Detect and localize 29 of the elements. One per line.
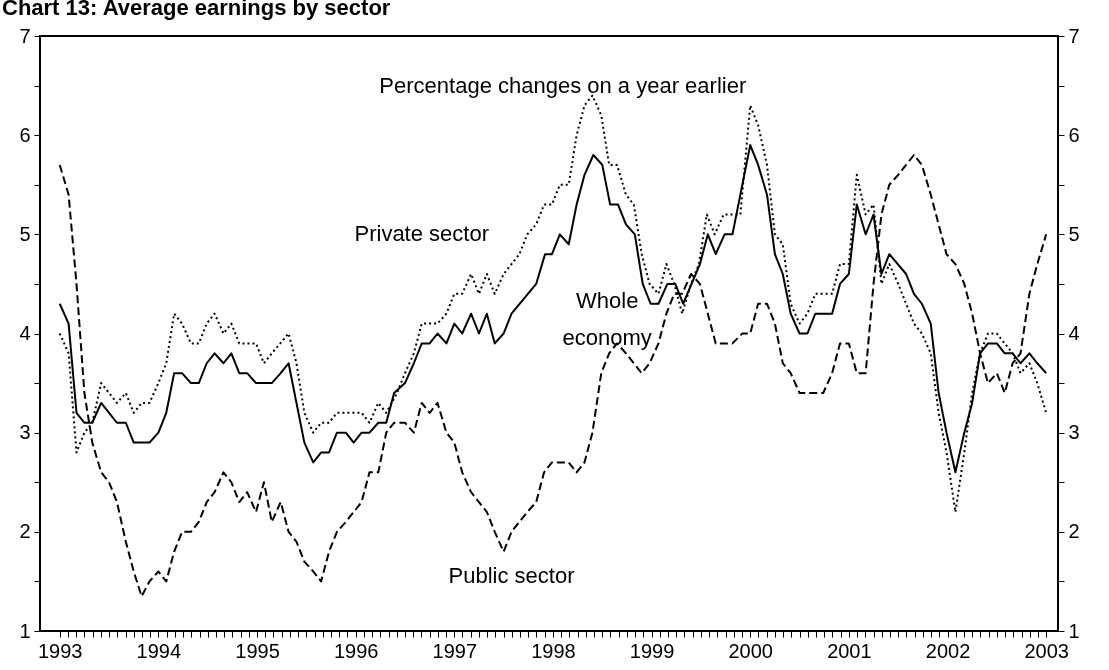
y-tick-label: 3 [19,421,31,444]
x-tick-label: 2002 [925,639,971,662]
y2-tick-label: 3 [1068,421,1080,444]
y-tick-label: 6 [19,123,31,146]
x-tick-label: 1998 [531,639,576,662]
y2-tick-label: 6 [1068,123,1080,146]
y2-tick-label: 5 [1068,222,1080,245]
text: Percentage changes on a year earlier [379,72,747,98]
y2-tick-label: 2 [1068,520,1080,543]
y-tick-label: 1 [19,619,31,642]
y2-tick-label: 7 [1068,24,1080,47]
y-tick-label: 4 [19,322,31,344]
x-tick-label: 1995 [235,639,280,662]
x-tick-label: 1993 [37,639,83,662]
x-tick-label: 1996 [333,639,379,662]
x-tick-label: 1994 [136,639,182,662]
x-tick-label: 1997 [432,639,478,662]
y-tick-label: 2 [19,520,31,543]
series-label: Public sector [448,563,575,589]
x-tick-label: 2001 [827,639,872,662]
y2-tick-label: 4 [1068,322,1080,344]
x-tick-label: 2003 [1024,639,1069,662]
x-tick-label: 1999 [629,639,675,662]
series-label: Whole economy [562,287,652,350]
y-tick-label: 7 [19,24,31,47]
x-tick-label: 2000 [728,639,773,662]
y-tick-label: 5 [19,222,31,245]
series-label: Private sector [354,221,489,247]
y2-tick-label: 1 [1068,619,1080,642]
